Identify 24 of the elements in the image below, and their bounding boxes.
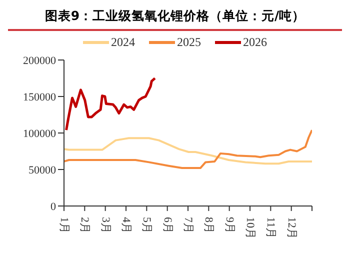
x-tick-label: 2月 — [78, 217, 91, 234]
legend-label: 2025 — [176, 35, 201, 50]
x-tick-label: 1月 — [58, 217, 70, 234]
y-tick-label: 100000 — [23, 128, 56, 140]
x-tick-label: 6月 — [161, 217, 174, 234]
y-tick-label: 200000 — [23, 54, 56, 67]
chart-title: 图表9：工业级氢氧化锂价格（单位：元/吨） — [8, 8, 342, 31]
x-tick-label: 5月 — [140, 217, 153, 234]
x-tick-label: 4月 — [120, 217, 132, 234]
x-tick-label: 7月 — [182, 217, 194, 234]
y-tick-label: 0 — [50, 200, 56, 213]
x-tick-label: 12月 — [285, 217, 298, 239]
x-tick-label: 8月 — [202, 217, 215, 234]
line-series — [65, 77, 156, 132]
line-series — [64, 129, 312, 170]
y-tick-label: 150000 — [23, 91, 56, 104]
x-tick-label: 10月 — [244, 217, 256, 239]
x-tick-label: 9月 — [223, 217, 236, 234]
x-tick-label: 11月 — [264, 217, 277, 239]
legend-label: 2024 — [110, 35, 135, 50]
line-series — [64, 137, 312, 165]
y-tick-label: 50000 — [28, 164, 56, 176]
x-tick-label: 3月 — [99, 217, 112, 234]
legend-label: 2026 — [242, 35, 267, 50]
